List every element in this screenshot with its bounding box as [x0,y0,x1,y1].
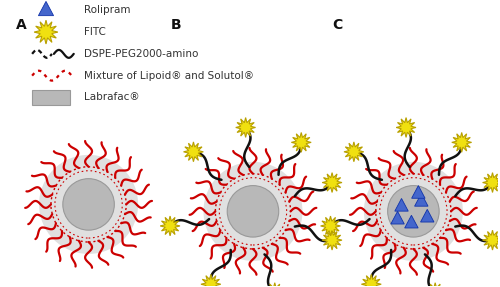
Polygon shape [322,173,342,193]
Polygon shape [412,186,425,198]
Polygon shape [396,118,416,137]
Polygon shape [482,173,500,193]
Polygon shape [420,209,434,222]
Polygon shape [184,142,204,162]
FancyBboxPatch shape [32,90,70,105]
Circle shape [388,186,439,237]
Text: DSPE-PEG2000-amino: DSPE-PEG2000-amino [84,49,198,59]
Text: FITC: FITC [84,27,106,37]
Circle shape [204,162,302,261]
Polygon shape [201,274,221,287]
Text: C: C [332,18,342,32]
Circle shape [39,155,138,254]
Polygon shape [344,142,364,162]
Circle shape [364,162,463,261]
Polygon shape [265,283,284,287]
Polygon shape [362,274,381,287]
Polygon shape [236,118,256,137]
Polygon shape [391,211,404,224]
Polygon shape [292,133,311,152]
Polygon shape [34,20,58,44]
Polygon shape [160,216,180,236]
Polygon shape [38,1,54,16]
Polygon shape [414,193,428,206]
Polygon shape [320,216,340,236]
Text: Labrafac®: Labrafac® [84,92,140,102]
Text: B: B [171,18,181,32]
Circle shape [63,179,114,230]
Polygon shape [322,230,342,250]
Polygon shape [395,199,408,211]
Polygon shape [452,133,471,152]
Polygon shape [426,283,445,287]
Text: A: A [16,18,27,32]
Circle shape [227,186,278,237]
Text: Rolipram: Rolipram [84,5,130,15]
Polygon shape [482,230,500,250]
Polygon shape [404,215,418,228]
Text: Mixture of Lipoid® and Solutol®: Mixture of Lipoid® and Solutol® [84,71,253,81]
